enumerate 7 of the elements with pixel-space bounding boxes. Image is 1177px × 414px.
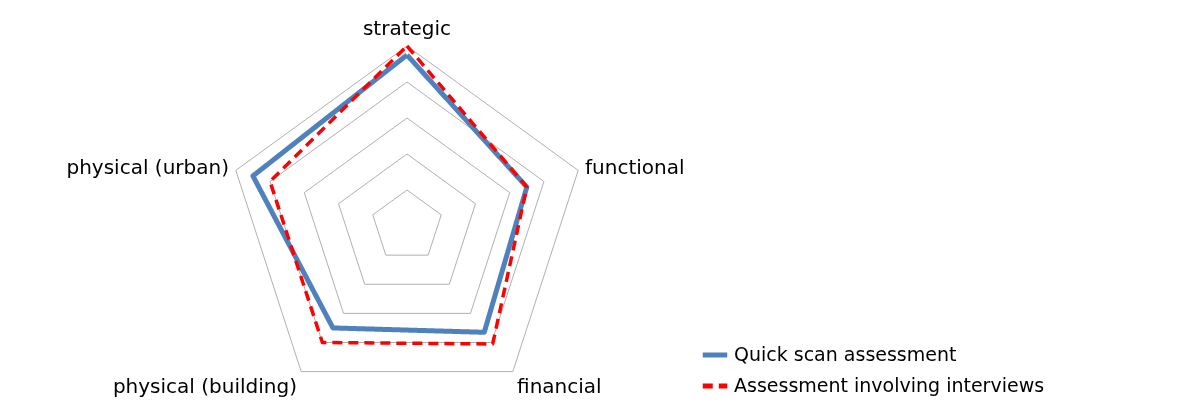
spoke-label: strategic: [362, 15, 452, 40]
spoke-label: financial: [517, 374, 602, 399]
legend-label: Quick scan assessment: [734, 343, 957, 365]
spoke-label: physical (building): [112, 374, 297, 399]
spoke-label: functional: [585, 155, 685, 180]
legend-label: Assessment involving interviews: [734, 374, 1045, 396]
spoke-label: physical (urban): [66, 155, 229, 180]
